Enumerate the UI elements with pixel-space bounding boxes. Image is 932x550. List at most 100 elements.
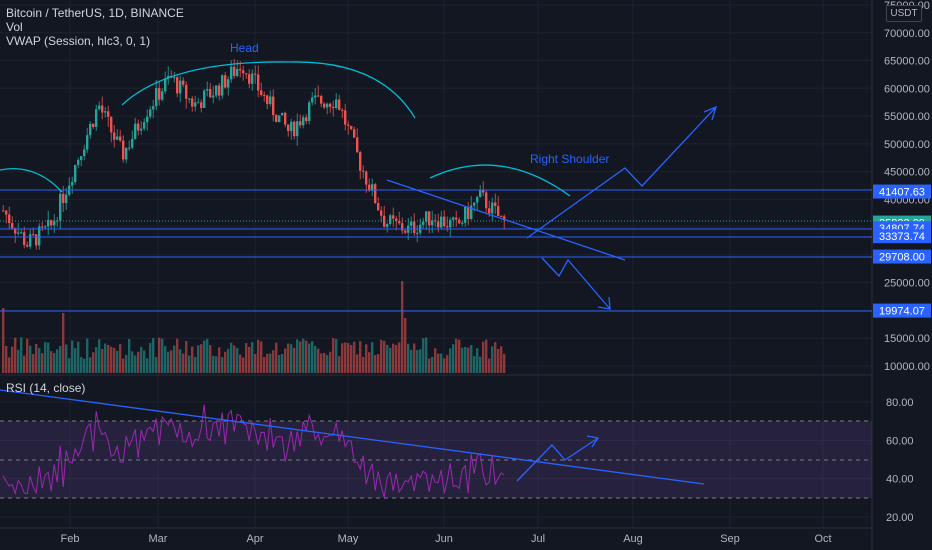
candle-body <box>146 116 149 123</box>
time-tick[interactable]: Sep <box>720 533 740 545</box>
candle-body <box>464 206 467 223</box>
volume-bar <box>335 338 338 373</box>
candle-body <box>485 192 488 209</box>
candle-body <box>203 90 206 108</box>
volume-bar <box>422 338 425 373</box>
candle-body <box>77 160 80 166</box>
rsi-arrow[interactable] <box>516 437 599 482</box>
candle-body <box>215 85 218 96</box>
candle-body <box>272 96 275 116</box>
time-tick[interactable]: Jun <box>435 533 453 545</box>
volume-bar <box>245 343 248 373</box>
rsi-tick[interactable]: 60.00 <box>886 435 914 447</box>
rsi-tick[interactable]: 80.00 <box>886 397 914 409</box>
price-tick[interactable]: 55000.00 <box>884 111 930 123</box>
volume-bar <box>131 351 134 373</box>
candle-body <box>164 78 167 92</box>
price-tick[interactable]: 10000.00 <box>884 361 930 373</box>
price-tick[interactable]: 60000.00 <box>884 83 930 95</box>
time-tick[interactable]: Feb <box>61 533 80 545</box>
rsi-tick[interactable]: 40.00 <box>886 474 914 486</box>
candle-body <box>479 189 482 197</box>
volume-bar <box>470 345 473 373</box>
candle-body <box>470 205 473 219</box>
price-tick[interactable]: 70000.00 <box>884 28 930 40</box>
candle-body <box>128 147 131 149</box>
volume-bar <box>257 339 260 373</box>
time-axis[interactable]: Feb Mar Apr May Jun Jul Aug Sep Oct <box>61 533 832 545</box>
price-tick[interactable]: 65000.00 <box>884 56 930 68</box>
volume-bar <box>392 343 395 373</box>
candle-body <box>284 112 287 125</box>
rsi-trendline[interactable] <box>0 389 705 485</box>
head-arc[interactable] <box>121 61 416 119</box>
candle-body <box>413 221 416 233</box>
time-tick[interactable]: Jul <box>531 533 545 545</box>
rsi-arrowhead[interactable] <box>586 435 600 448</box>
price-tick[interactable]: 15000.00 <box>884 333 930 345</box>
volume-bar <box>170 350 173 373</box>
volume-bar <box>449 348 452 373</box>
candle-body <box>311 97 314 103</box>
rsi-legend[interactable]: RSI (14, close) <box>6 381 85 395</box>
volume-bar <box>95 347 98 373</box>
rsi-axis[interactable]: 80.00 60.00 40.00 20.00 <box>886 397 914 524</box>
volume-bar <box>338 356 341 373</box>
volume-bar <box>407 343 410 373</box>
time-tick[interactable]: Mar <box>149 533 168 545</box>
candle-body <box>287 124 290 132</box>
volume-bar <box>86 338 89 373</box>
vol-legend[interactable]: Vol <box>6 20 23 34</box>
rsi-legend-label[interactable]: RSI (14, close) <box>6 381 86 395</box>
candle-body <box>65 194 68 203</box>
volume-bar <box>113 347 116 373</box>
candle-body <box>332 106 335 109</box>
time-tick[interactable]: Oct <box>814 533 831 545</box>
volume-bar <box>260 341 263 373</box>
bearish-arrowhead[interactable] <box>597 296 611 310</box>
volume-bar <box>251 342 254 373</box>
candle-body <box>329 103 332 107</box>
candle-body <box>80 156 83 161</box>
price-tick[interactable]: 45000.00 <box>884 167 930 179</box>
rsi-tick[interactable]: 20.00 <box>886 512 914 524</box>
vwap-legend[interactable]: VWAP (Session, hlc3, 0, 1) <box>6 34 151 48</box>
volume-bar <box>188 355 191 373</box>
volume-bar <box>344 342 347 373</box>
right-shoulder-annotation[interactable]: Right Shoulder <box>530 152 609 166</box>
left-shoulder-arc[interactable] <box>0 168 63 193</box>
time-tick[interactable]: May <box>338 533 359 545</box>
volume-bar <box>329 351 332 373</box>
time-tick[interactable]: Apr <box>246 533 263 545</box>
drawings[interactable] <box>0 61 718 485</box>
candle-body <box>494 202 497 207</box>
neckline-trendline[interactable] <box>386 179 626 261</box>
price-tick[interactable]: 25000.00 <box>884 278 930 290</box>
bullish-path-arrow[interactable] <box>526 106 717 239</box>
head-annotation[interactable]: Head <box>230 41 259 55</box>
candle-body <box>425 211 428 222</box>
right-shoulder-arc[interactable] <box>429 164 571 197</box>
candle-body <box>293 121 296 137</box>
bearish-path-arrow[interactable] <box>541 257 611 310</box>
candle-body <box>119 136 122 141</box>
price-tick[interactable]: 50000.00 <box>884 139 930 151</box>
volume-bar <box>452 344 455 373</box>
time-tick[interactable]: Aug <box>623 533 643 545</box>
candle-body <box>497 206 500 216</box>
bullish-arrowhead[interactable] <box>703 105 718 121</box>
volume-bar <box>296 339 299 373</box>
currency-button[interactable]: USDT <box>886 5 922 22</box>
candle-body <box>38 226 41 246</box>
candle-body <box>182 80 185 85</box>
candle-body <box>239 68 242 71</box>
candle-body <box>161 91 164 100</box>
horizontal-levels[interactable] <box>0 189 872 312</box>
volume-bar <box>380 339 383 373</box>
candle-body <box>197 102 200 104</box>
volume-bar <box>323 352 326 373</box>
main-legend[interactable]: Bitcoin / TetherUS, 1D, BINANCE Vol VWAP… <box>6 6 184 48</box>
symbol-title[interactable]: Bitcoin / TetherUS, 1D, BINANCE <box>6 6 184 20</box>
volume-bar <box>41 353 44 373</box>
